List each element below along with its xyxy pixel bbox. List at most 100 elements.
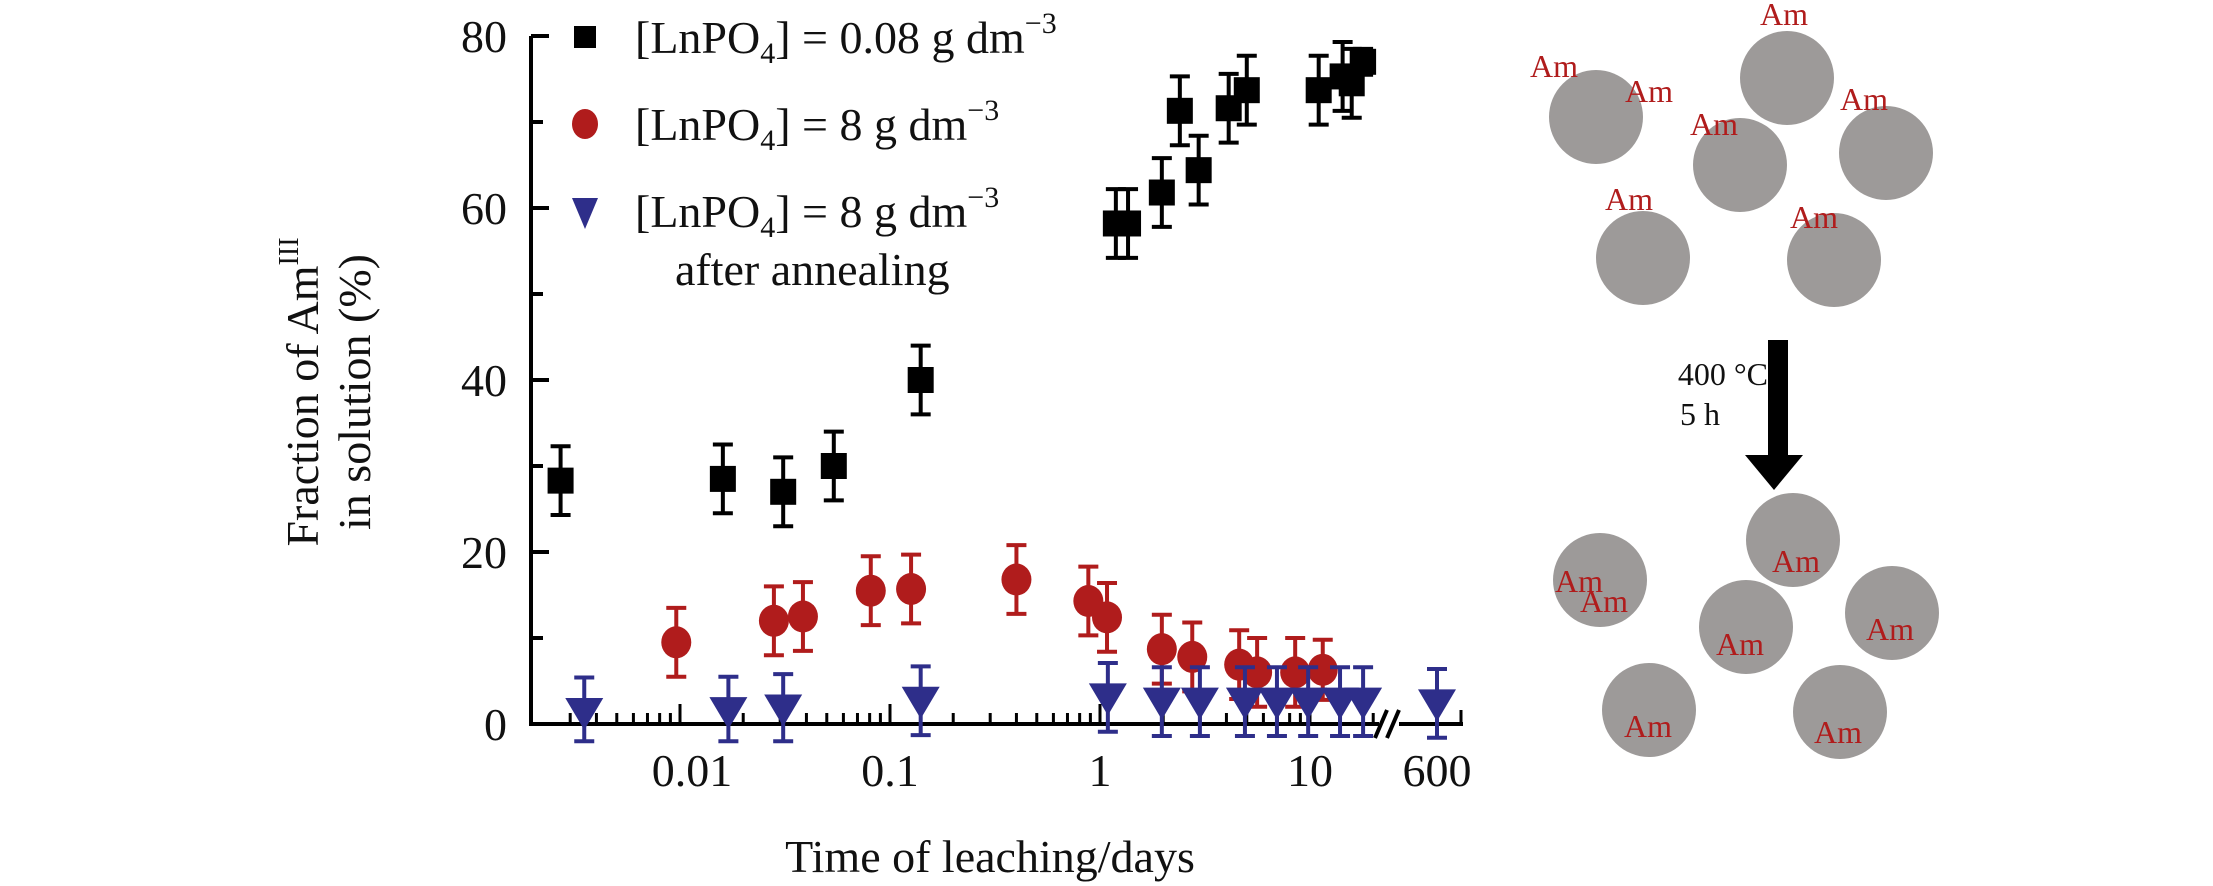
- legend-marker-square: [574, 26, 596, 48]
- y-axis-title-line1: Fraction of Am: [277, 265, 328, 546]
- axis-break-mark: [1385, 709, 1401, 739]
- data-point: [1418, 689, 1456, 722]
- legend-entry: [LnPO4] = 8 g dm−3: [572, 94, 999, 157]
- particle: [1596, 211, 1690, 305]
- data-point: [1180, 687, 1219, 720]
- data-point: [855, 574, 886, 607]
- data-point: [1001, 563, 1032, 596]
- x-tick-label: 0.1: [861, 745, 919, 796]
- am-label-incorporated: Am: [1814, 714, 1862, 750]
- particle: [1553, 533, 1647, 627]
- annealing-arrow: [1745, 340, 1803, 490]
- am-label-surface: Am: [1605, 181, 1653, 217]
- data-point: [770, 478, 797, 505]
- arrow-head: [1745, 455, 1803, 490]
- am-label-surface: Am: [1530, 48, 1578, 84]
- data-point: [1289, 687, 1328, 720]
- svg-text:Fraction of AmIII: Fraction of AmIII: [274, 237, 328, 546]
- data-point: [820, 453, 847, 479]
- data-point: [1225, 687, 1264, 720]
- y-axis-title: Fraction of AmIII in solution (%): [274, 237, 380, 546]
- am-label-surface: Am: [1690, 106, 1738, 142]
- am-label-incorporated: Am: [1624, 708, 1672, 744]
- data-point: [1088, 683, 1127, 716]
- data-point: [1350, 48, 1377, 75]
- am-label-incorporated: Am: [1866, 611, 1914, 647]
- data-point: [1185, 157, 1212, 184]
- am-label-surface: Am: [1790, 199, 1838, 235]
- data-point: [547, 467, 574, 494]
- data-point: [709, 697, 748, 730]
- data-point: [764, 694, 803, 727]
- legend-label: [LnPO4] = 0.08 g dm−3: [635, 7, 1057, 70]
- particle: [1845, 566, 1939, 660]
- axis-break-mark: [1373, 709, 1389, 739]
- am-label-surface: Am: [1625, 73, 1673, 109]
- series-triangle-down: [565, 660, 1456, 744]
- x-tick-label: 1: [1089, 745, 1112, 796]
- particle: [1740, 31, 1834, 125]
- data-point: [661, 626, 692, 659]
- legend-label-line2: after annealing: [675, 244, 950, 295]
- am-label-incorporated: Am: [1555, 563, 1603, 599]
- series-square: [547, 40, 1377, 529]
- am-label-incorporated: Am: [1580, 583, 1628, 619]
- particle: [1746, 493, 1840, 587]
- particle: [1693, 118, 1787, 212]
- y-tick-label: 40: [461, 355, 507, 406]
- data-point: [1166, 97, 1193, 124]
- data-point: [1242, 656, 1273, 689]
- data-point: [1142, 687, 1181, 720]
- annealing-temperature: 400 °C: [1678, 356, 1768, 392]
- data-point: [1233, 77, 1260, 104]
- y-tick-label: 80: [461, 11, 507, 62]
- data-point: [1307, 653, 1338, 686]
- y-tick-label: 20: [461, 527, 507, 578]
- am-label-incorporated: Am: [1772, 543, 1820, 579]
- arrow-shaft: [1768, 340, 1788, 455]
- y-axis-title-line2: in solution (%): [329, 254, 380, 530]
- legend-label: [LnPO4] = 8 g dm−3: [635, 181, 999, 244]
- y-tick-label: 0: [484, 699, 507, 750]
- legend-entry: [LnPO4] = 0.08 g dm−3: [574, 7, 1057, 70]
- data-point: [758, 604, 789, 637]
- y-axis-title-superscript: III: [274, 237, 305, 265]
- data-point: [907, 367, 934, 393]
- data-series: [547, 40, 1456, 744]
- particle: [1549, 70, 1643, 164]
- x-tick-label: 600: [1403, 745, 1472, 796]
- legend-marker-circle: [572, 109, 598, 139]
- particle: [1699, 580, 1793, 674]
- data-point: [1148, 179, 1175, 206]
- legend-label: [LnPO4] = 8 g dm−3: [635, 94, 999, 157]
- particle: [1602, 663, 1696, 757]
- data-point: [709, 465, 736, 492]
- particles-before-annealing: Am Am Am Am Am Am Am: [1530, 0, 1933, 307]
- particle: [1793, 665, 1887, 759]
- y-tick-label: 60: [461, 183, 507, 234]
- data-point: [1146, 633, 1177, 666]
- data-point: [1257, 687, 1296, 720]
- series-circle: [661, 543, 1338, 709]
- data-point: [1115, 210, 1142, 237]
- data-point: [565, 697, 604, 730]
- am-label-surface: Am: [1840, 81, 1888, 117]
- x-axis-title: Time of leaching/days: [785, 831, 1195, 882]
- annealing-duration: 5 h: [1680, 396, 1720, 432]
- legend: [LnPO4] = 0.08 g dm−3[LnPO4] = 8 g dm−3[…: [572, 7, 1057, 295]
- legend-marker-triangle: [572, 198, 598, 229]
- x-tick-label: 10: [1287, 745, 1333, 796]
- axes: [529, 34, 1463, 739]
- am-label-surface: Am: [1760, 0, 1808, 32]
- tick-labels: 0 20 40 60 80 0.01 0.1 1 10 600: [461, 11, 1472, 796]
- data-point: [901, 686, 940, 719]
- data-point: [1280, 656, 1311, 689]
- data-point: [1177, 640, 1208, 673]
- particle: [1787, 213, 1881, 307]
- data-point: [896, 572, 927, 605]
- data-point: [1305, 77, 1332, 104]
- data-point: [1344, 687, 1383, 720]
